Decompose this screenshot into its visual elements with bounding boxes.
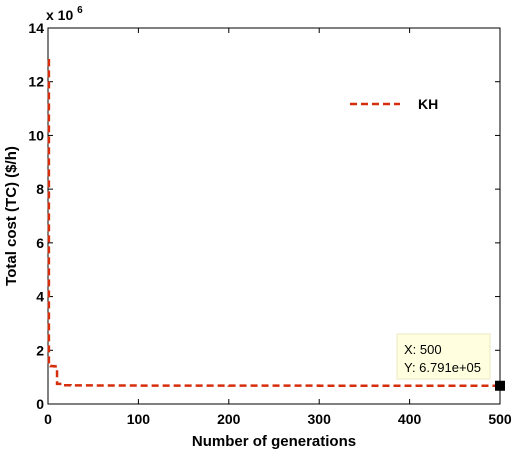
y-tick-label: 4 [36, 289, 44, 305]
y-tick-label: 6 [36, 235, 44, 251]
series-line-kh [47, 58, 502, 387]
x-tick-label: 500 [488, 411, 512, 427]
x-tick-label: 400 [398, 411, 422, 427]
x-tick-labels: 0 100 200 300 400 500 [44, 411, 512, 427]
legend: KH [350, 96, 438, 112]
y-tick-label: 2 [36, 342, 44, 358]
x-tick-label: 100 [127, 411, 151, 427]
datatip-box [396, 333, 491, 380]
datatip-x: X: 500 [404, 342, 442, 357]
y-tick-label: 14 [28, 20, 44, 36]
legend-label-kh: KH [418, 96, 438, 112]
y-axis-label: Total cost (TC) ($/h) [3, 146, 20, 286]
datatip[interactable]: X: 500 Y: 6.791e+05 [396, 333, 505, 391]
axis-ticks [47, 27, 501, 405]
y-tick-labels: 0 2 4 6 8 10 12 14 [28, 20, 44, 412]
datatip-y: Y: 6.791e+05 [404, 360, 481, 375]
x-tick-label: 300 [308, 411, 332, 427]
x-tick-label: 200 [217, 411, 241, 427]
y-tick-label: 12 [28, 74, 44, 90]
x-axis-label: Number of generations [192, 433, 356, 450]
y-tick-label: 8 [36, 181, 44, 197]
x-tick-label: 0 [44, 411, 52, 427]
y-tick-label: 0 [36, 396, 44, 412]
datatip-marker[interactable] [495, 380, 505, 391]
y-tick-label: 10 [28, 127, 44, 143]
y-exponent: x 10 6 [46, 5, 83, 23]
